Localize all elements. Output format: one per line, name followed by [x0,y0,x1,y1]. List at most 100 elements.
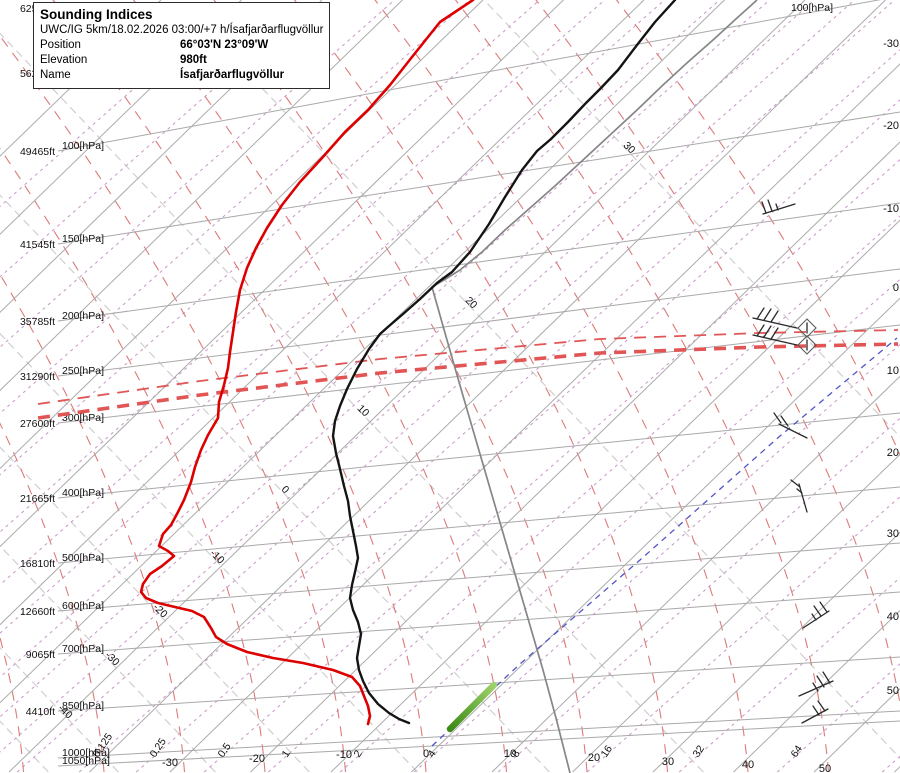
moist-adiabat-line [293,0,669,773]
mixing-ratio-label: 8 [510,748,523,760]
isobar-line [57,710,900,759]
mixing-ratio-line [0,0,770,678]
pressure-axis-hpa-label: 150[hPa] [62,233,104,245]
surface-parcel-segment [446,681,498,733]
isotherm-line [0,0,645,626]
temp-axis-bottom-label: 50 [819,763,831,773]
mixing-ratio-label: 64 [789,743,806,760]
isotherm-line [572,453,900,773]
isotherm-line [8,0,806,773]
isotherm-line [894,766,900,773]
pressure-label-top-right: 100[hPa] [791,2,833,14]
isobar-line [57,542,900,612]
moist-adiabat-line [132,0,508,773]
sounding-indices-box: Sounding Indices UWC/IG 5km/18.02.2026 0… [33,2,330,89]
mixing-ratio-line [0,0,720,634]
pressure-axis-hpa-label: 250[hPa] [62,365,104,377]
mixing-ratio-label: 16 [599,743,616,760]
mixing-ratio-line [16,0,895,773]
pressure-axis-hpa-label: 500[hPa] [62,552,104,564]
wind-barb [790,479,808,513]
info-row-position: Position 66°03'N 23°09'W [40,38,323,53]
isotherm-line [652,531,900,773]
tropopause-line-lower [37,342,899,420]
isotherm-line [330,219,900,773]
elevation-value: 980ft [180,54,207,66]
temp-axis-right-label: 10 [887,365,899,377]
isotherm-line [89,0,886,773]
position-value: 66°03'N 23°09'W [180,39,269,51]
tropopause-line-upper [37,329,899,405]
adiabat-label: 10 [355,402,372,419]
isobar-line [57,324,900,424]
pressure-axis-ft-label: 41545ft [20,239,55,251]
temp-axis-right-label: -20 [883,120,899,132]
dry-adiabat-line [177,0,900,759]
moist-adiabat-line [52,0,427,773]
mixing-ratio-label: 2 [352,748,365,760]
mixing-ratio-line [0,0,315,278]
temp-axis-bottom-label: 20 [588,752,600,764]
moist-adiabat-line [213,0,588,773]
parcel-curve [431,0,758,773]
temp-axis-bottom-label: -20 [249,753,265,765]
isotherm-line [0,0,725,704]
temp-axis-right-label: 50 [887,685,899,697]
mixing-ratio-line [0,0,470,414]
wind-barb [773,412,808,439]
isobar-line [57,720,900,767]
moist-adiabat-line [0,147,266,773]
wind-barb [761,199,796,215]
position-label: Position [40,39,81,51]
isobar-line [57,656,900,712]
temp-axis-right-label: 0 [893,282,899,294]
pressure-axis-hpa-label: 100[hPa] [62,140,104,152]
isotherm-line [491,375,900,773]
temp-axis-bottom-label: 10 [504,748,516,760]
mixing-ratio-line [78,49,900,773]
pressure-axis-ft-label: 35785ft [20,316,55,328]
isotherm-line [0,0,484,470]
mixing-ratio-line [203,159,900,773]
pressure-axis-ft-label: 31290ft [20,371,55,383]
moist-adiabat-line [0,273,186,773]
mixing-ratio-line [0,0,815,718]
pressure-axis-ft-label: 4410ft [26,706,55,718]
pressure-axis-ft-label: 49465ft [20,146,55,158]
info-row-elevation: Elevation 980ft [40,53,323,68]
wind-barb [752,324,817,355]
pressure-axis-ft-label: 21665ft [20,493,55,505]
wind-barb [801,700,829,724]
mixing-ratio-line [776,663,900,773]
tropopause-diamond-marker [797,318,817,338]
dry-adiabat-line [483,0,900,438]
mixing-ratio-line [881,755,900,773]
pressure-axis-hpa-label: 1050[hPa] [62,755,110,767]
pressure-axis-hpa-label: 700[hPa] [62,643,104,655]
mixing-ratio-line [339,278,900,773]
pressure-axis-hpa-label: 600[hPa] [62,600,104,612]
moist-adiabat-line [454,0,830,773]
pressure-axis-hpa-label: 200[hPa] [62,310,104,322]
temperature-curve [331,0,677,725]
moist-adiabat-line [0,635,25,773]
mixing-ratio-label: 4 [426,748,439,760]
wind-barb [752,307,817,338]
isotherm-line [813,687,900,773]
moist-adiabat-line [615,0,900,457]
model-run-line: UWC/IG 5km/18.02.2026 03:00/+7 h/Ísafjar… [40,24,324,36]
temp-axis-bottom-label: -30 [162,757,178,769]
temp-axis-bottom-label: 0 [423,748,429,760]
isobar-line [57,591,900,655]
info-row-name: Name Ísafjarðarflugvöllur [40,68,323,83]
pressure-axis-hpa-label: 1000[hPa] [62,747,110,759]
temp-axis-right-label: -30 [883,38,899,50]
isotherm-line [0,0,403,392]
pressure-axis-ft-label: 9065ft [26,649,55,661]
pressure-axis-ft-label: 16810ft [20,558,55,570]
wind-barb [798,671,834,697]
mixing-ratio-line [0,0,605,533]
mixing-ratio-line [0,0,665,586]
tropopause-diamond-marker [797,335,817,355]
